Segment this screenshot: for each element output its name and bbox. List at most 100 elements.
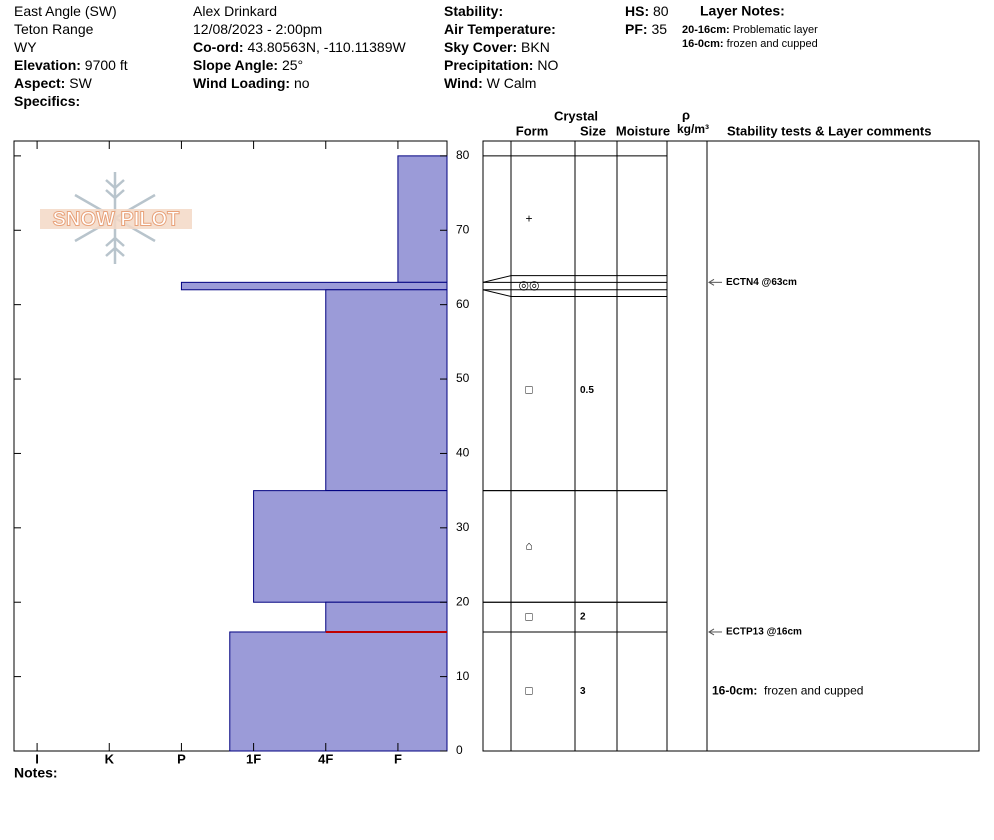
- header-field: 12/08/2023 - 2:00pm: [193, 21, 322, 37]
- layer-boundary: [482, 289, 667, 297]
- header-field: Stability:: [444, 3, 503, 19]
- notes-label: Notes:: [14, 765, 58, 781]
- column-header: Size: [580, 123, 606, 138]
- field-value: SW: [69, 75, 92, 91]
- header-field: Co-ord: 43.80563N, -110.11389W: [193, 39, 406, 55]
- crystal-form: □: [525, 609, 532, 623]
- stability-test: ECTN4 @63cm: [726, 277, 797, 288]
- hardness-bar: [397, 155, 448, 283]
- y-tick-label: 10: [456, 669, 470, 683]
- field-label: Specifics:: [14, 93, 80, 109]
- y-tick-label: 20: [456, 594, 470, 608]
- field-label: Wind:: [444, 75, 483, 91]
- header-field: Elevation: 9700 ft: [14, 57, 128, 73]
- layer-note-text: Problematic layer: [733, 24, 818, 36]
- field-value: 25°: [282, 57, 303, 73]
- field-label: Elevation:: [14, 57, 81, 73]
- header-field: Specifics:: [14, 93, 80, 109]
- header-field: Slope Angle: 25°: [193, 57, 303, 73]
- y-tick-label: 70: [456, 222, 470, 236]
- hardness-bar: [325, 601, 448, 633]
- header-field: HS: 80: [625, 3, 669, 19]
- header-field: Alex Drinkard: [193, 3, 277, 19]
- test-arrowhead: [708, 628, 715, 636]
- test-arrowhead: [708, 278, 715, 286]
- x-tick-label: 4F: [318, 751, 333, 766]
- logo-text: SNOW PILOT: [53, 208, 180, 230]
- field-label: Co-ord:: [193, 39, 244, 55]
- header-field: WY: [14, 39, 37, 55]
- y-tick-label: 0: [456, 743, 463, 757]
- column-header: ρ: [682, 107, 690, 122]
- hardness-bar: [180, 281, 448, 291]
- field-value: 43.80563N, -110.11389W: [247, 39, 406, 55]
- field-value: 80: [653, 3, 669, 19]
- header-field: Aspect: SW: [14, 75, 93, 91]
- column-header: kg/m³: [677, 122, 709, 136]
- y-tick-label: 30: [456, 520, 470, 534]
- layer-boundary: [482, 275, 667, 283]
- layer-note-range: 20-16cm:: [682, 24, 730, 36]
- layer-note-range: 16-0cm:: [682, 38, 724, 50]
- crystal-form: □: [525, 382, 532, 396]
- x-tick-label: K: [105, 751, 115, 766]
- column-header: Stability tests & Layer comments: [727, 123, 931, 138]
- header-field: Teton Range: [14, 21, 94, 37]
- field-label: Slope Angle:: [193, 57, 278, 73]
- y-tick-label: 60: [456, 297, 470, 311]
- table-frame: [482, 140, 980, 752]
- field-label: Sky Cover:: [444, 39, 517, 55]
- comment-range: 16-0cm:: [712, 684, 757, 698]
- y-tick-label: 50: [456, 371, 470, 385]
- field-value: BKN: [521, 39, 550, 55]
- header-field: Sky Cover: BKN: [444, 39, 550, 55]
- header-field: PF: 35: [625, 21, 667, 37]
- field-value: NO: [537, 57, 558, 73]
- crystal-form: □: [525, 684, 532, 698]
- field-value: 9700 ft: [85, 57, 128, 73]
- logo-band: [40, 209, 192, 229]
- layer-notes-title: Layer Notes:: [700, 3, 785, 19]
- y-tick-label: 80: [456, 148, 470, 162]
- field-label: PF:: [625, 21, 648, 37]
- field-value: no: [294, 75, 310, 91]
- hardness-bar: [253, 490, 448, 603]
- crystal-form: ⌂: [525, 539, 532, 553]
- field-label: HS:: [625, 3, 649, 19]
- x-tick-label: 1F: [246, 751, 261, 766]
- layer-note: 20-16cm: Problematic layer: [682, 24, 818, 36]
- field-label: Wind Loading:: [193, 75, 290, 91]
- header-text: WY: [14, 39, 37, 55]
- x-tick-label: I: [35, 751, 39, 766]
- column-header: Crystal: [554, 108, 598, 123]
- field-value: 35: [651, 21, 667, 37]
- y-tick-label: 40: [456, 446, 470, 460]
- header-field: Air Temperature:: [444, 21, 556, 37]
- field-label: Aspect:: [14, 75, 65, 91]
- x-tick-label: P: [177, 751, 186, 766]
- x-tick-label: F: [394, 751, 402, 766]
- field-label: Stability:: [444, 3, 503, 19]
- field-label: Air Temperature:: [444, 21, 556, 37]
- crystal-form: +: [525, 211, 532, 225]
- crystal-size: 2: [580, 612, 586, 623]
- header-field: East Angle (SW): [14, 3, 117, 19]
- field-label: Precipitation:: [444, 57, 533, 73]
- crystal-size: 3: [580, 686, 586, 697]
- header-text: East Angle (SW): [14, 3, 117, 19]
- layer-comment: 16-0cm: frozen and cupped: [712, 684, 863, 698]
- header-text: 12/08/2023 - 2:00pm: [193, 21, 322, 37]
- hardness-bar: [229, 631, 448, 752]
- header-text: Teton Range: [14, 21, 94, 37]
- column-header: Form: [516, 123, 549, 138]
- column-header: Moisture: [616, 123, 670, 138]
- stability-test: ECTP13 @16cm: [726, 627, 802, 638]
- layer-note: 16-0cm: frozen and cupped: [682, 38, 818, 50]
- header-field: Wind: W Calm: [444, 75, 536, 91]
- crystal-form: ◎◎: [519, 278, 540, 292]
- header-field: Precipitation: NO: [444, 57, 558, 73]
- header-field: Wind Loading: no: [193, 75, 310, 91]
- crystal-size: 0.5: [580, 385, 594, 396]
